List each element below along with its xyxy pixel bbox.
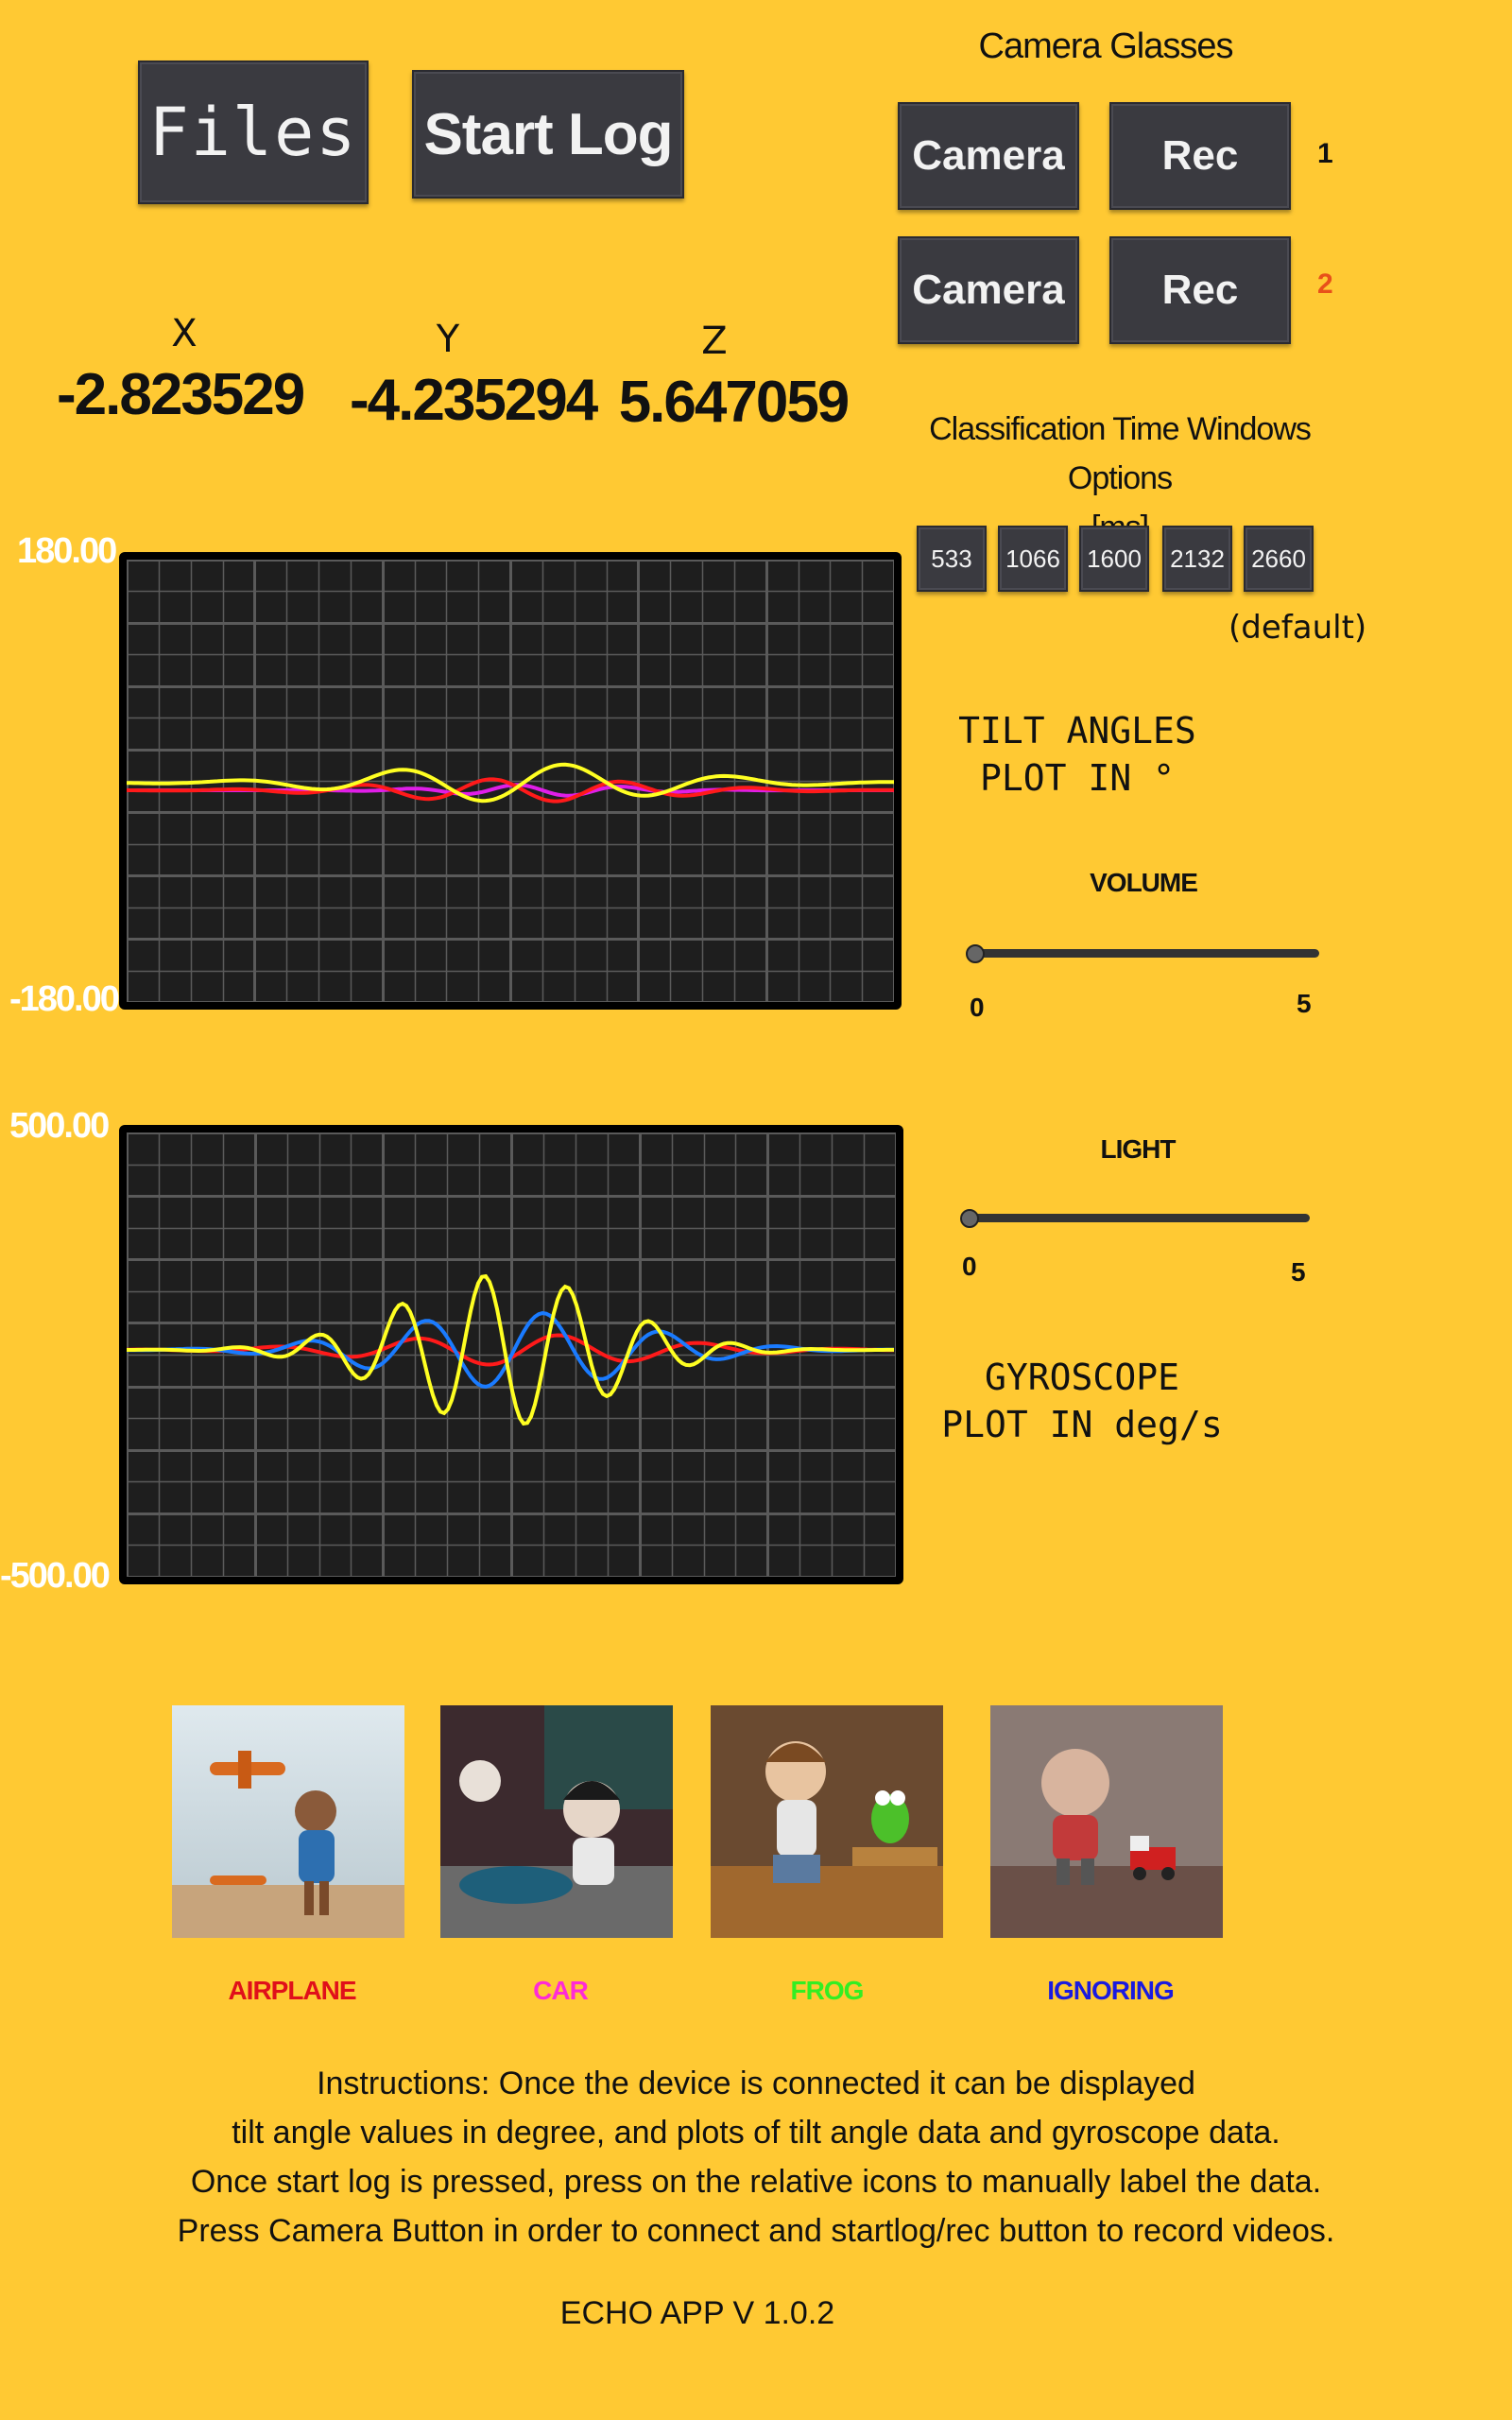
gyro-caption-line2: PLOT IN deg/s bbox=[941, 1404, 1223, 1445]
version-label: ECHO APP V 1.0.2 bbox=[559, 2295, 835, 2331]
tilt-caption-line1: TILT ANGLES bbox=[958, 710, 1196, 752]
label-car[interactable]: CAR bbox=[533, 1976, 589, 2005]
tilt-min-label: -180.00 bbox=[9, 979, 120, 1019]
tilt-series-yellow bbox=[127, 762, 894, 804]
y-value: -4.235294 bbox=[350, 368, 598, 433]
window-option-533[interactable]: 533 bbox=[917, 526, 987, 592]
light-title: LIGHT bbox=[1100, 1134, 1177, 1164]
light-max: 5 bbox=[1291, 1257, 1306, 1287]
y-axis-label: Y bbox=[436, 318, 460, 361]
tilt-angles-plot bbox=[119, 552, 902, 1010]
classification-title-line1: Classification Time Windows Options bbox=[929, 411, 1312, 496]
gyro-plot-canvas bbox=[127, 1132, 896, 1577]
light-min: 0 bbox=[962, 1252, 977, 1281]
volume-slider-thumb[interactable] bbox=[966, 944, 985, 963]
volume-min: 0 bbox=[970, 993, 985, 1022]
volume-title: VOLUME bbox=[1090, 868, 1198, 897]
z-axis-label: Z bbox=[701, 320, 728, 363]
frog-image[interactable] bbox=[711, 1705, 943, 1938]
label-ignoring[interactable]: IGNORING bbox=[1047, 1976, 1175, 2005]
x-value: -2.823529 bbox=[57, 362, 305, 427]
gyroscope-plot bbox=[119, 1125, 903, 1584]
gyro-min-label: -500.00 bbox=[0, 1556, 111, 1596]
camera-button-1[interactable]: Camera bbox=[898, 102, 1079, 210]
window-option-2132[interactable]: 2132 bbox=[1162, 526, 1232, 592]
gyro-max-label: 500.00 bbox=[9, 1106, 110, 1146]
label-airplane[interactable]: AIRPLANE bbox=[228, 1976, 356, 2005]
window-option-1600[interactable]: 1600 bbox=[1079, 526, 1149, 592]
rec-button-1[interactable]: Rec bbox=[1109, 102, 1291, 210]
classification-title: Classification Time Windows Options [ms] bbox=[898, 405, 1342, 552]
start-log-button[interactable]: Start Log bbox=[412, 70, 684, 199]
car-image[interactable] bbox=[440, 1705, 673, 1938]
instructions-line-4: Press Camera Button in order to connect … bbox=[177, 2213, 1335, 2249]
instructions-line-2: tilt angle values in degree, and plots o… bbox=[232, 2115, 1280, 2151]
gyro-series-yellow bbox=[127, 1273, 894, 1426]
files-button[interactable]: Files bbox=[138, 60, 369, 204]
instructions-line-1: Instructions: Once the device is connect… bbox=[317, 2066, 1195, 2101]
volume-slider-track[interactable] bbox=[968, 949, 1319, 958]
camera-glasses-title: Camera Glasses bbox=[978, 26, 1234, 66]
gyro-caption-line1: GYROSCOPE bbox=[985, 1357, 1179, 1398]
tilt-max-label: 180.00 bbox=[17, 531, 117, 571]
label-frog[interactable]: FROG bbox=[790, 1976, 865, 2005]
light-slider-track[interactable] bbox=[962, 1214, 1310, 1222]
gyro-plot-caption: GYROSCOPE PLOT IN deg/s bbox=[936, 1354, 1228, 1448]
airplane-image[interactable] bbox=[172, 1705, 404, 1938]
x-axis-label: X bbox=[171, 312, 198, 355]
tilt-caption-line2: PLOT IN ° bbox=[980, 757, 1175, 799]
glasses-index-1: 1 bbox=[1317, 138, 1333, 169]
camera-button-2[interactable]: Camera bbox=[898, 236, 1079, 344]
tilt-series-red bbox=[127, 777, 894, 804]
light-slider-thumb[interactable] bbox=[960, 1209, 979, 1228]
rec-button-2[interactable]: Rec bbox=[1109, 236, 1291, 344]
tilt-plot-caption: TILT ANGLES PLOT IN ° bbox=[926, 707, 1228, 802]
window-option-2660[interactable]: 2660 bbox=[1244, 526, 1314, 592]
volume-max: 5 bbox=[1297, 989, 1312, 1018]
instructions: Instructions: Once the device is connect… bbox=[0, 2059, 1512, 2256]
instructions-line-3: Once start log is pressed, press on the … bbox=[190, 2164, 1322, 2200]
glasses-index-2: 2 bbox=[1317, 268, 1333, 300]
tilt-plot-canvas bbox=[127, 560, 894, 1002]
z-value: 5.647059 bbox=[618, 370, 850, 435]
window-option-1066[interactable]: 1066 bbox=[998, 526, 1068, 592]
default-note: (default) bbox=[1228, 609, 1367, 647]
ignoring-image[interactable] bbox=[990, 1705, 1223, 1938]
